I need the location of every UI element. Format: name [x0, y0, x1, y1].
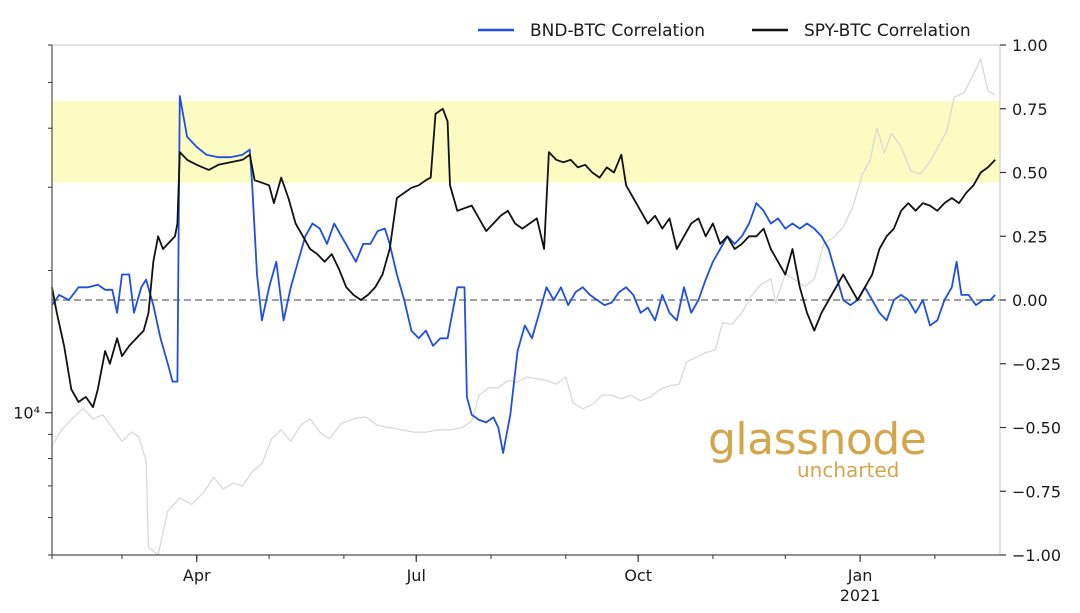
watermark-uncharted: uncharted: [797, 458, 900, 482]
axes-layer: 1.00 0.75 0.50 0.25 0.00 −0.25 −0.50 −0.75 −1.00…: [13, 36, 1061, 605]
btc-price-line: [51, 58, 996, 556]
x-axis-tick-label: Oct: [624, 566, 652, 585]
right-axis-tick-label: −0.75: [1012, 482, 1061, 501]
watermark-glassnode: glassnode: [708, 414, 927, 465]
x-axis-tick-label: Jul: [406, 566, 426, 585]
x-axis-tick-label: Apr: [183, 566, 211, 585]
legend-spy-btc-label: SPY-BTC Correlation: [804, 21, 971, 41]
left-axis-tick-label: 10⁴: [13, 404, 40, 423]
x-axis-tick-label-year: 2021: [840, 586, 881, 605]
right-axis-tick-label: 0.00: [1012, 291, 1048, 310]
legend: BND-BTC Correlation SPY-BTC Correlation: [478, 21, 971, 41]
right-axis-tick-label: −1.00: [1012, 546, 1061, 565]
highlight-band: [52, 101, 1000, 183]
legend-bnd-btc-label: BND-BTC Correlation: [530, 21, 705, 41]
x-axis-tick-label: Jan: [847, 566, 873, 585]
spy-btc-correlation-line: [51, 107, 996, 408]
right-axis-tick-label: −0.25: [1012, 355, 1061, 374]
right-axis-tick-label: 0.50: [1012, 164, 1048, 183]
bnd-btc-correlation-line: [51, 95, 996, 454]
right-axis-tick-label: −0.50: [1012, 419, 1061, 438]
right-axis-tick-label: 0.75: [1012, 100, 1048, 119]
right-axis-tick-label: 1.00: [1012, 36, 1048, 55]
right-axis-tick-label: 0.25: [1012, 227, 1048, 246]
series-layer: [51, 58, 996, 556]
